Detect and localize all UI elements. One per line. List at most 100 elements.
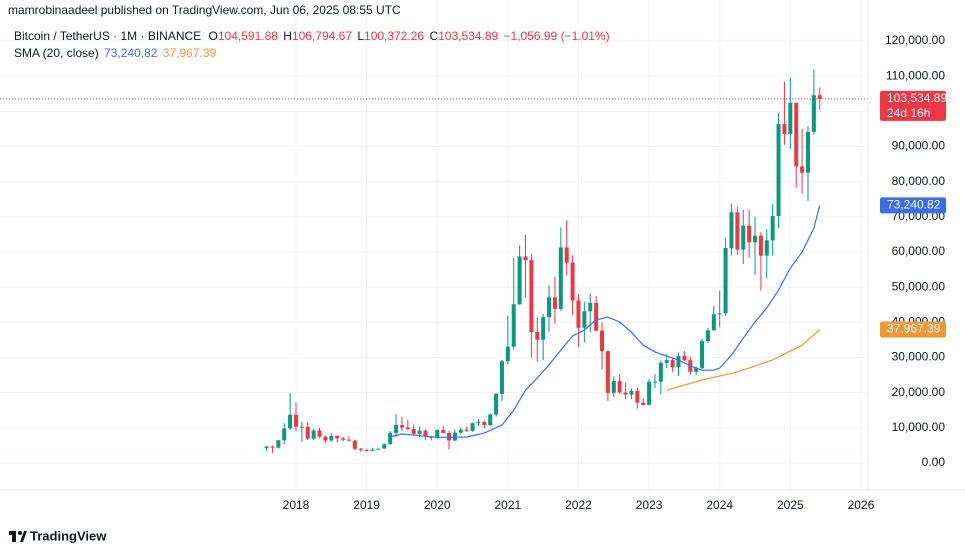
candle-body (376, 448, 381, 450)
candle-body (764, 240, 769, 256)
candle-body (323, 436, 328, 441)
price-label: 73,240.82 (887, 198, 941, 212)
x-tick-label: 2022 (565, 498, 592, 512)
candle-body (564, 247, 569, 263)
candle-body (541, 317, 546, 340)
logo-shape (12, 531, 16, 542)
candle-body (435, 430, 440, 438)
candle-body (788, 102, 793, 134)
candle-body (794, 102, 799, 167)
candle-body (805, 131, 810, 173)
candle-body (299, 426, 304, 428)
y-tick-label: 20,000.00 (892, 385, 946, 399)
x-tick-label: 2026 (848, 498, 875, 512)
candle-body (511, 304, 516, 347)
candle-body (329, 435, 334, 441)
sma-line (390, 205, 821, 438)
candle-body (346, 439, 351, 441)
candle-body (405, 427, 410, 430)
current-price-label: 103,534.89 (887, 91, 947, 105)
candle-body (464, 429, 469, 431)
candle-body (494, 393, 499, 415)
y-tick-label: 30,000.00 (892, 350, 946, 364)
candle-body (588, 302, 593, 312)
brand: TradingView (30, 528, 107, 543)
candle-body (482, 422, 487, 426)
candle-body (623, 392, 628, 395)
candle-body (558, 247, 563, 309)
candle-body (770, 216, 775, 241)
candle-body (705, 330, 710, 342)
price-label-box (880, 197, 946, 214)
candle-body (529, 260, 534, 332)
candle-body (747, 225, 752, 243)
candle-body (800, 166, 805, 173)
byline: mamrobinaadeel published on TradingView.… (8, 3, 401, 17)
candle-body (352, 440, 357, 449)
candle-body (658, 362, 663, 382)
logo-shape (20, 531, 27, 542)
candle-body (282, 428, 287, 441)
indicator-value: 37,967.39 (163, 46, 217, 60)
candle-body (305, 426, 310, 439)
candle-body (700, 341, 705, 369)
candle-body (370, 449, 375, 451)
candle-body (441, 430, 446, 434)
candle-body (364, 449, 369, 451)
legend-sma: SMA (20, close) 73,240.82 37,967.39 (14, 46, 216, 60)
y-tick-label: 0.00 (922, 455, 946, 469)
candle-body (399, 425, 404, 428)
candle-body (670, 360, 675, 368)
candle-body (552, 297, 557, 309)
candle-body (676, 355, 681, 368)
candle-body (635, 390, 640, 403)
candle-body (517, 256, 522, 305)
candle-body (611, 381, 616, 393)
candle-body (505, 346, 510, 362)
indicator-value: 73,240.82 (104, 46, 158, 60)
y-tick-label: 50,000.00 (892, 279, 946, 293)
candle-body (817, 95, 822, 99)
price-label: 37,967.39 (887, 322, 941, 336)
candle-body (735, 212, 740, 250)
candle-body (641, 402, 646, 405)
candle-body (499, 361, 504, 394)
candle-body (411, 429, 416, 434)
ohlc-label: O (209, 29, 218, 43)
candle-body (594, 302, 599, 331)
sma-line (666, 329, 821, 391)
candle-body (535, 331, 540, 340)
y-tick-label: 90,000.00 (892, 139, 946, 153)
x-tick-label: 2021 (495, 498, 522, 512)
candle-body (458, 429, 463, 433)
x-tick-label: 2023 (636, 498, 663, 512)
candle-body (358, 448, 363, 450)
ohlc-label: H (283, 29, 292, 43)
x-tick-label: 2019 (353, 498, 380, 512)
symbol: Bitcoin / TetherUS · 1M · BINANCE (14, 29, 201, 43)
candle-body (694, 368, 699, 372)
x-tick-label: 2025 (777, 498, 804, 512)
plot-area (0, 0, 868, 490)
candle-body (600, 330, 605, 352)
legend-ohlc: Bitcoin / TetherUS · 1M · BINANCE O104,5… (14, 29, 610, 43)
candle-body (341, 438, 346, 440)
countdown-label: 24d 16h (887, 106, 930, 120)
candle-body (758, 235, 763, 256)
candle-body (582, 311, 587, 328)
y-tick-label: 10,000.00 (892, 420, 946, 434)
candle-body (605, 351, 610, 393)
current-price-box (880, 90, 946, 121)
candle-body (711, 314, 716, 331)
candle-body (382, 444, 387, 449)
candle-body (753, 235, 758, 243)
x-tick-label: 2020 (424, 498, 451, 512)
y-tick-label: 80,000.00 (892, 174, 946, 188)
candle-body (394, 424, 399, 433)
candle-body (417, 430, 422, 434)
candle-body (270, 446, 275, 448)
candle-body (288, 414, 293, 429)
candle-body (629, 390, 634, 395)
logo-shape (18, 531, 22, 535)
x-tick-label: 2018 (283, 498, 310, 512)
